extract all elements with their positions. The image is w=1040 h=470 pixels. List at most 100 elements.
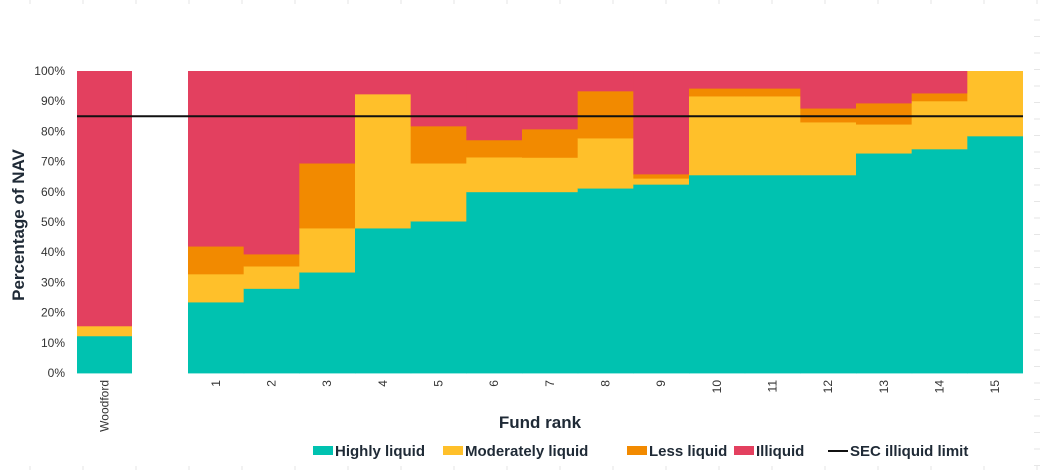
bar-segment-less-liquid [800, 108, 857, 123]
bar-segment-illiquid [633, 71, 690, 175]
legend-label: Less liquid [649, 443, 727, 460]
bar-segment-less-liquid [577, 90, 634, 139]
bar-segment-highly-liquid [77, 335, 132, 374]
bar-segment-illiquid [355, 71, 412, 95]
bar-segment-less-liquid [243, 254, 300, 267]
bar-segment-highly-liquid [577, 188, 634, 374]
bar-segment-illiquid [911, 71, 968, 94]
y-axis-ticks: 0% 10% 20% 30% 40% 50% 60% 70% 80% 90% 100% [34, 64, 65, 380]
legend-swatch [627, 446, 647, 455]
y-tick-label: 90% [41, 94, 65, 108]
bar-segment-less-liquid [911, 93, 968, 102]
legend-label: Illiquid [756, 443, 804, 460]
y-tick-label: 60% [41, 185, 65, 199]
x-tick-label: 3 [320, 380, 334, 387]
bar-segment-highly-liquid [856, 153, 913, 374]
legend-swatch [734, 446, 754, 455]
x-tick-label: 13 [877, 380, 891, 394]
y-tick-label: 40% [41, 245, 65, 259]
bar-segment-highly-liquid [355, 228, 412, 374]
bar-segment-moderately-liquid [633, 178, 690, 185]
y-tick-label: 0% [48, 366, 66, 380]
bar-segment-less-liquid [744, 88, 801, 97]
bar-segment-highly-liquid [188, 302, 245, 374]
bar-segment-moderately-liquid [744, 96, 801, 176]
y-tick-label: 100% [34, 64, 65, 78]
bar-segment-less-liquid [466, 139, 523, 158]
bar-segment-illiquid [466, 71, 523, 141]
bar-segment-highly-liquid [522, 191, 579, 374]
bar-segment-highly-liquid [466, 191, 523, 374]
bar-segment-illiquid [744, 71, 801, 89]
bar-segment-moderately-liquid [77, 325, 132, 337]
bar-segment-less-liquid [299, 163, 356, 229]
bar-segment-moderately-liquid [355, 93, 412, 229]
x-tick-label: 7 [543, 380, 557, 387]
bar-segment-highly-liquid [911, 148, 968, 374]
x-tick-label: Woodford [98, 380, 112, 432]
bar-segment-moderately-liquid [410, 163, 467, 222]
bar-segment-highly-liquid [967, 135, 1023, 374]
bars [77, 71, 1023, 374]
bar-segment-moderately-liquid [689, 96, 746, 176]
bar-segment-moderately-liquid [188, 273, 245, 303]
legend-label: Highly liquid [335, 443, 425, 460]
bar-segment-highly-liquid [633, 184, 690, 374]
legend: Highly liquid Moderately liquid Less liqui… [313, 443, 968, 460]
bar-segment-illiquid [522, 71, 579, 130]
y-tick-label: 50% [41, 215, 65, 229]
bar-segment-moderately-liquid [800, 122, 857, 176]
y-tick-label: 30% [41, 275, 65, 289]
background-ticks [29, 0, 1040, 470]
y-tick-label: 80% [41, 124, 65, 138]
bar-segment-highly-liquid [243, 288, 300, 374]
bar-segment-moderately-liquid [299, 228, 356, 273]
x-tick-label: 9 [654, 380, 668, 387]
legend-swatch [443, 446, 463, 455]
bar-segment-moderately-liquid [577, 138, 634, 189]
x-axis-categories: Woodford 1 2 3 4 5 6 7 8 9 10 11 12 13 14 15 [98, 380, 1003, 432]
bar-segment-illiquid [410, 71, 467, 127]
x-tick-label: 8 [599, 380, 613, 387]
y-tick-label: 10% [41, 336, 65, 350]
legend-label: Moderately liquid [465, 443, 588, 460]
bar-segment-illiquid [800, 71, 857, 109]
x-tick-label: 2 [265, 380, 279, 387]
y-tick-label: 70% [41, 155, 65, 169]
bar-segment-illiquid [856, 71, 913, 104]
x-tick-label: 10 [710, 380, 724, 394]
bar-segment-illiquid [689, 71, 746, 89]
legend-swatch [313, 446, 333, 455]
bar-segment-highly-liquid [744, 174, 801, 374]
y-tick-label: 20% [41, 306, 65, 320]
x-tick-label: 14 [933, 380, 947, 394]
bar-segment-less-liquid [522, 128, 579, 158]
bar-segment-moderately-liquid [243, 266, 300, 289]
x-tick-label: 15 [988, 380, 1002, 394]
bar-segment-less-liquid [689, 88, 746, 97]
bar-segment-moderately-liquid [967, 71, 1023, 137]
bar-segment-illiquid [243, 71, 300, 255]
legend-label: SEC illiquid limit [850, 443, 968, 460]
bar-segment-illiquid [188, 71, 245, 247]
bar-segment-highly-liquid [299, 272, 356, 374]
bar-segment-moderately-liquid [856, 124, 913, 154]
bar-segment-less-liquid [188, 246, 245, 275]
x-tick-label: 12 [821, 380, 835, 394]
y-axis-title: Percentage of NAV [9, 148, 28, 300]
bar-segment-moderately-liquid [522, 157, 579, 193]
x-tick-label: 6 [487, 380, 501, 387]
x-tick-label: 11 [766, 380, 780, 393]
x-axis-title: Fund rank [499, 413, 582, 432]
x-tick-label: 4 [376, 380, 390, 387]
bar-segment-highly-liquid [410, 221, 467, 374]
bar-segment-illiquid [77, 71, 132, 327]
bar-segment-moderately-liquid [466, 157, 523, 193]
bar-segment-less-liquid [856, 103, 913, 125]
bar-segment-highly-liquid [800, 174, 857, 374]
bar-segment-moderately-liquid [911, 100, 968, 150]
x-tick-label: 5 [432, 380, 446, 387]
bar-segment-illiquid [577, 71, 634, 92]
bar-segment-less-liquid [410, 125, 467, 164]
